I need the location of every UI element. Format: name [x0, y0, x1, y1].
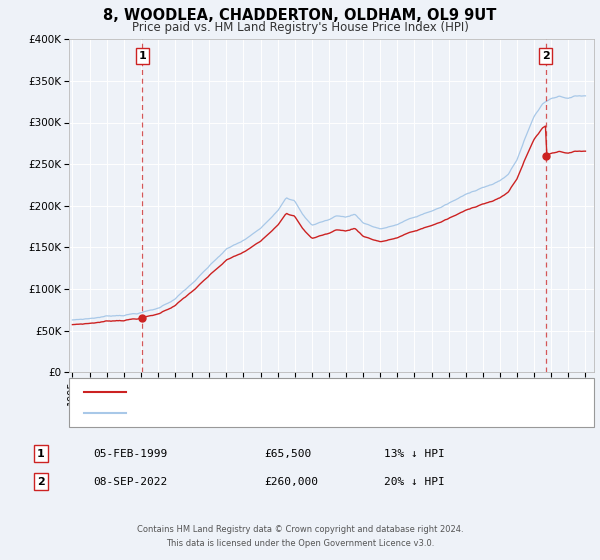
Text: 08-SEP-2022: 08-SEP-2022: [93, 477, 167, 487]
Text: 2: 2: [542, 51, 550, 61]
Text: 2: 2: [37, 477, 44, 487]
Text: 1: 1: [37, 449, 44, 459]
Text: HPI: Average price, detached house, Oldham: HPI: Average price, detached house, Oldh…: [135, 408, 369, 418]
Text: £65,500: £65,500: [264, 449, 311, 459]
Text: This data is licensed under the Open Government Licence v3.0.: This data is licensed under the Open Gov…: [166, 539, 434, 548]
Text: £260,000: £260,000: [264, 477, 318, 487]
Text: 13% ↓ HPI: 13% ↓ HPI: [384, 449, 445, 459]
Text: 8, WOODLEA, CHADDERTON, OLDHAM, OL9 9UT (detached house): 8, WOODLEA, CHADDERTON, OLDHAM, OL9 9UT …: [135, 386, 481, 396]
Point: [541, 151, 551, 160]
Text: Price paid vs. HM Land Registry's House Price Index (HPI): Price paid vs. HM Land Registry's House …: [131, 21, 469, 34]
Text: 05-FEB-1999: 05-FEB-1999: [93, 449, 167, 459]
Point: [137, 314, 147, 323]
Text: Contains HM Land Registry data © Crown copyright and database right 2024.: Contains HM Land Registry data © Crown c…: [137, 525, 463, 534]
Text: 20% ↓ HPI: 20% ↓ HPI: [384, 477, 445, 487]
Text: 1: 1: [139, 51, 146, 61]
Text: 8, WOODLEA, CHADDERTON, OLDHAM, OL9 9UT: 8, WOODLEA, CHADDERTON, OLDHAM, OL9 9UT: [103, 8, 497, 24]
